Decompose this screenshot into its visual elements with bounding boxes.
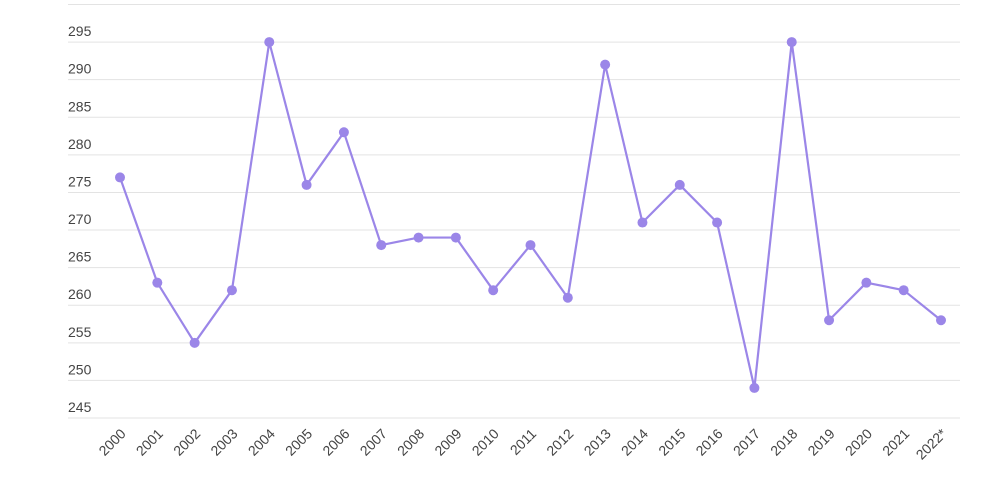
- point: [861, 277, 872, 288]
- point: [488, 285, 499, 296]
- point: [674, 179, 685, 190]
- point: [600, 59, 611, 70]
- y-tick-label: 290: [68, 61, 92, 77]
- x-tick-label: 2001: [133, 425, 166, 458]
- y-tick-label: 255: [68, 324, 92, 340]
- y-tick-label: 300: [68, 0, 92, 2]
- point: [712, 217, 723, 228]
- point: [115, 172, 125, 183]
- point: [898, 285, 909, 296]
- y-tick-label: 260: [68, 286, 92, 302]
- y-tick-label: 250: [68, 361, 92, 377]
- point: [637, 217, 648, 228]
- y-tick-label: 270: [68, 211, 92, 227]
- x-tick-label: 2004: [245, 425, 278, 458]
- point: [936, 315, 946, 326]
- point: [749, 382, 760, 393]
- x-tick-label: 2015: [655, 425, 688, 458]
- point: [413, 232, 424, 243]
- x-tick-label: 2006: [319, 425, 352, 458]
- x-tick-label: 2000: [95, 425, 128, 458]
- y-tick-label: 275: [68, 173, 92, 189]
- x-tick-label: 2008: [394, 425, 427, 458]
- x-tick-label: 2010: [469, 425, 502, 458]
- point: [824, 315, 835, 326]
- x-tick-label: 2020: [842, 425, 875, 458]
- x-tick-label: 2005: [282, 425, 315, 458]
- point: [525, 240, 536, 251]
- y-tick-label: 285: [68, 98, 92, 114]
- point: [786, 37, 797, 48]
- point: [376, 240, 387, 251]
- x-tick-label: 2013: [581, 425, 614, 458]
- point: [301, 179, 312, 190]
- x-tick-label: 2014: [618, 425, 651, 458]
- x-tick-label: 2021: [879, 425, 912, 458]
- x-tick-label: 2012: [543, 425, 576, 458]
- point: [189, 337, 200, 348]
- x-tick-label: 2022*: [913, 425, 951, 463]
- x-tick-label: 2002: [170, 425, 203, 458]
- point: [338, 127, 349, 138]
- x-tick-label: 2003: [207, 425, 240, 458]
- y-tick-label: 280: [68, 136, 92, 152]
- point: [226, 285, 237, 296]
- x-tick-label: 2016: [692, 425, 725, 458]
- y-tick-label: 245: [68, 399, 92, 415]
- line: [118, 40, 942, 390]
- point: [562, 292, 573, 303]
- point: [152, 277, 163, 288]
- x-tick-label: 2017: [730, 425, 763, 458]
- x-tick-label: 2018: [767, 425, 800, 458]
- x-tick-label: 2019: [804, 425, 837, 458]
- y-tick-label: 265: [68, 249, 92, 265]
- x-tick-label: 2007: [357, 425, 390, 458]
- point: [450, 232, 461, 243]
- point: [264, 37, 275, 48]
- y-tick-label: 295: [68, 23, 92, 39]
- x-tick-label: 2009: [431, 425, 464, 458]
- x-tick-label: 2011: [507, 425, 540, 458]
